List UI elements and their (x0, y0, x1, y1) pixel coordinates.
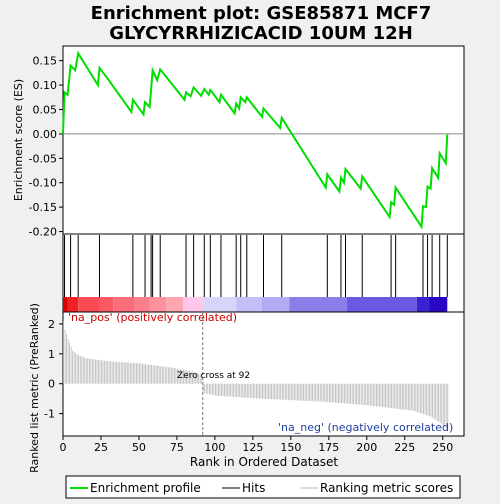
es-y-tick-label: -0.20 (29, 226, 57, 239)
es-y-tick-label: -0.15 (29, 201, 57, 214)
colorbar-segment (78, 297, 100, 312)
rank-colorbar (63, 297, 448, 312)
metric-y-tick-label: 1 (48, 348, 55, 361)
x-tick-label: 75 (170, 441, 184, 454)
x-tick-label: 0 (60, 441, 67, 454)
x-axis: 0 25 50 75 100 125 150 175 200 225 250 (60, 436, 453, 454)
es-panel-background (62, 45, 465, 235)
colorbar-segment (166, 297, 183, 312)
colorbar-segment (236, 297, 262, 312)
enrichment-profile-line (62, 50, 449, 230)
colorbar-segment (182, 297, 203, 312)
x-tick-label: 100 (204, 441, 225, 454)
es-y-tick-label: 0.05 (33, 103, 58, 116)
colorbar-segment (134, 297, 150, 312)
metric-y-tick-label: 2 (48, 318, 55, 331)
legend-label-1: Hits (242, 481, 265, 495)
es-y-tick-label: 0.10 (33, 79, 58, 92)
x-tick-label: 125 (242, 441, 263, 454)
x-tick-label: 25 (94, 441, 108, 454)
colorbar-segment (416, 297, 430, 312)
metric-y-axis-label: Ranked list metric (PreRanked) (28, 303, 41, 473)
colorbar-segment (289, 297, 348, 312)
x-tick-label: 175 (318, 441, 339, 454)
legend-label-2: Ranking metric scores (320, 481, 453, 495)
metric-panel-background (62, 311, 465, 437)
legend: Enrichment profile Hits Ranking metric sco… (70, 481, 453, 495)
colorbar-segment (347, 297, 417, 312)
metric-y-tick-label: -1 (44, 408, 55, 421)
chart-title-line1: Enrichment plot: GSE85871 MCF7 (91, 3, 432, 24)
colorbar-segment (63, 297, 68, 312)
zero-cross-label: Zero cross at 92 (177, 371, 250, 381)
colorbar-segment (99, 297, 114, 312)
chart-title-line2: GLYCYRRHIZICACID 10UM 12H (109, 23, 413, 44)
legend-label-0: Enrichment profile (90, 481, 201, 495)
x-tick-label: 250 (432, 441, 453, 454)
colorbar-segment (202, 297, 237, 312)
x-tick-label: 200 (356, 441, 377, 454)
ranking-metric-bars (63, 320, 449, 431)
colorbar-segment (113, 297, 135, 312)
metric-y-tick-label: 0 (48, 378, 55, 391)
es-y-tick-label: 0.00 (33, 128, 58, 141)
es-y-axis-label: Enrichment score (ES) (12, 79, 25, 201)
legend-box (65, 475, 461, 499)
x-tick-label: 225 (394, 441, 415, 454)
metric-y-axis: 2 1 0 -1 (44, 318, 63, 421)
es-y-tick-label: -0.05 (29, 152, 57, 165)
colorbar-segment (149, 297, 167, 312)
x-tick-label: 150 (280, 441, 301, 454)
x-tick-label: 50 (132, 441, 146, 454)
colorbar-segment (261, 297, 290, 312)
hits-marks (64, 235, 448, 297)
negative-correlation-label: 'na_neg' (negatively correlated) (278, 421, 453, 434)
positive-correlation-label: 'na_pos' (positively correlated) (68, 311, 237, 324)
colorbar-segment (429, 297, 448, 312)
es-y-axis: 0.15 0.10 0.05 0.00 -0.05 -0.10 -0.15 -0.20 (29, 55, 63, 239)
x-axis-label: Rank in Ordered Dataset (190, 455, 338, 469)
colorbar-segment (67, 297, 79, 312)
es-y-tick-label: 0.15 (33, 55, 58, 68)
es-y-tick-label: -0.10 (29, 177, 57, 190)
